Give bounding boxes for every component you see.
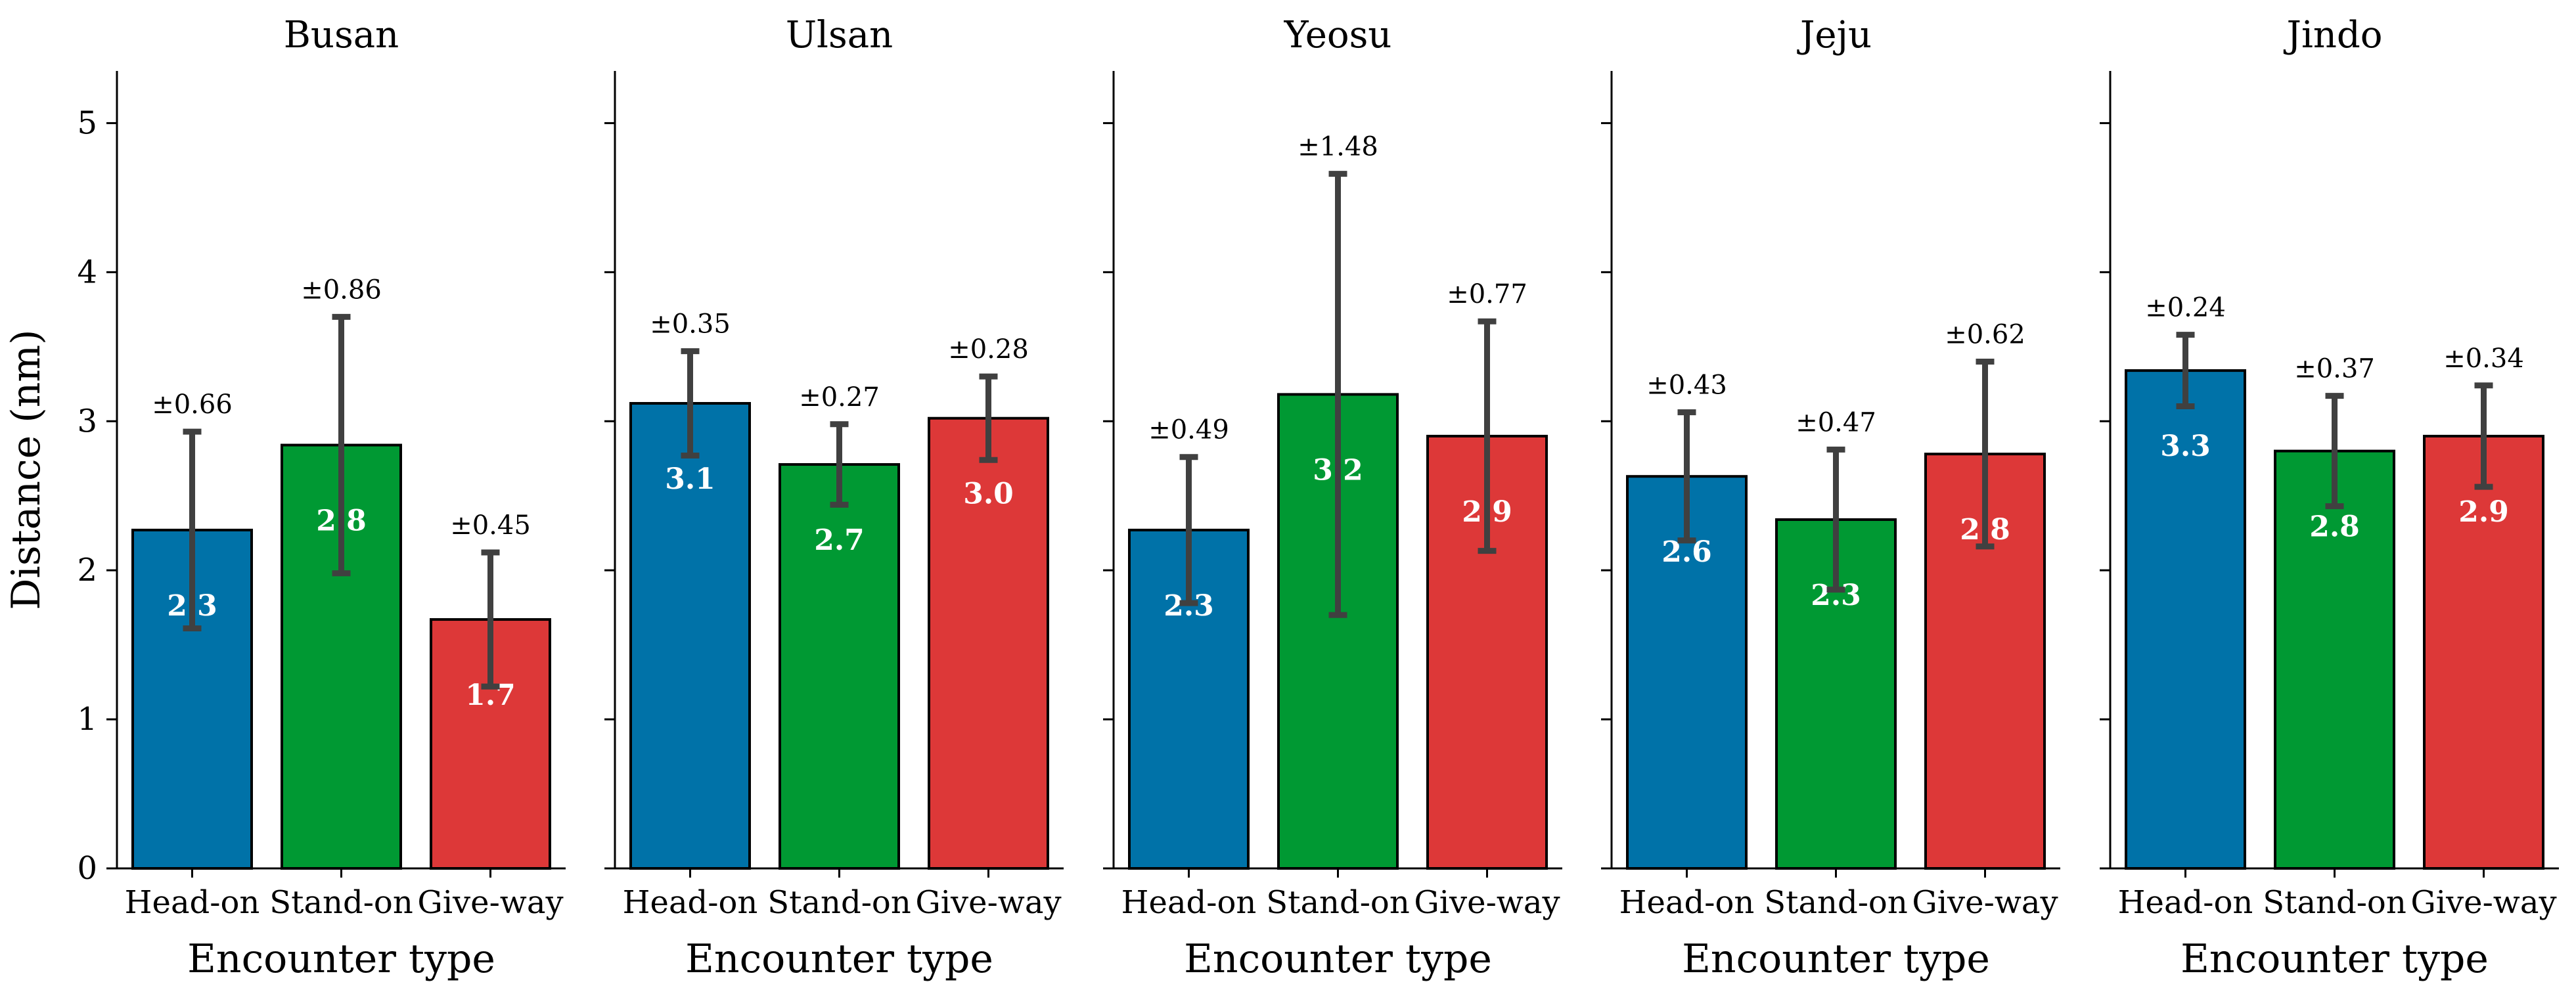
bar-value-label: 2.7: [814, 524, 865, 557]
panel-title: Ulsan: [786, 14, 893, 56]
error-label: ±0.34: [2443, 344, 2524, 374]
panel-title: Jeju: [1797, 14, 1872, 56]
x-tick-label: Give-way: [915, 884, 1061, 921]
x-tick-label: Head-on: [125, 884, 260, 921]
error-label: ±0.37: [2294, 354, 2375, 384]
x-axis-label: Encounter type: [1682, 936, 1990, 982]
x-tick-label: Give-way: [1414, 884, 1560, 921]
x-tick-label: Head-on: [1121, 884, 1257, 921]
y-tick-label: 3: [77, 403, 97, 439]
error-label: ±0.47: [1796, 407, 1876, 437]
bar-value-label: 3.0: [963, 478, 1014, 511]
panel-title: Busan: [284, 14, 399, 56]
error-label: ±0.43: [1646, 370, 1727, 401]
error-label: ±0.45: [450, 510, 531, 541]
bar: [928, 416, 1049, 870]
y-tick-label: 4: [77, 254, 97, 290]
y-tick-label: 5: [77, 104, 97, 141]
bar-value-label: 2.9: [2458, 495, 2509, 529]
y-tick-label: 0: [77, 850, 97, 887]
error-label: ±0.49: [1148, 415, 1229, 445]
error-label: ±0.62: [1945, 319, 2025, 349]
bar: [2274, 449, 2395, 870]
error-label: ±0.35: [650, 309, 731, 340]
x-tick-label: Give-way: [417, 884, 563, 921]
x-tick-label: Head-on: [1619, 884, 1755, 921]
error-label: ±0.24: [2145, 293, 2226, 323]
bar: [779, 463, 900, 870]
x-tick-label: Give-way: [2410, 884, 2556, 921]
panel-title: Yeosu: [1284, 14, 1392, 56]
x-tick-label: Stand-on: [767, 884, 911, 921]
error-label: ±0.66: [152, 390, 233, 420]
x-axis-label: Encounter type: [187, 936, 495, 982]
error-label: ±0.28: [948, 334, 1029, 365]
bar: [629, 402, 751, 870]
y-tick-label: 1: [77, 701, 97, 738]
error-label: ±0.77: [1447, 279, 1527, 309]
bar-value-label: 2.8: [2309, 510, 2360, 544]
x-tick-label: Give-way: [1912, 884, 2058, 921]
x-tick-label: Stand-on: [2263, 884, 2406, 921]
error-label: ±0.86: [301, 275, 382, 305]
x-axis-label: Encounter type: [1184, 936, 1492, 982]
error-label: ±1.48: [1298, 132, 1378, 162]
panel-title: Jindo: [2284, 14, 2383, 56]
x-tick-label: Stand-on: [1266, 884, 1409, 921]
x-axis-label: Encounter type: [685, 936, 993, 982]
y-axis-label: Distance (nm): [3, 329, 49, 610]
x-tick-label: Head-on: [623, 884, 758, 921]
bar-value-label: 3.3: [2160, 430, 2211, 463]
x-tick-label: Stand-on: [1764, 884, 1907, 921]
x-tick-label: Head-on: [2118, 884, 2253, 921]
x-axis-label: Encounter type: [2181, 936, 2489, 982]
x-tick-label: Stand-on: [269, 884, 413, 921]
error-label: ±0.27: [799, 382, 880, 413]
y-tick-label: 2: [77, 552, 97, 589]
bar-value-label: 3.1: [665, 462, 715, 496]
